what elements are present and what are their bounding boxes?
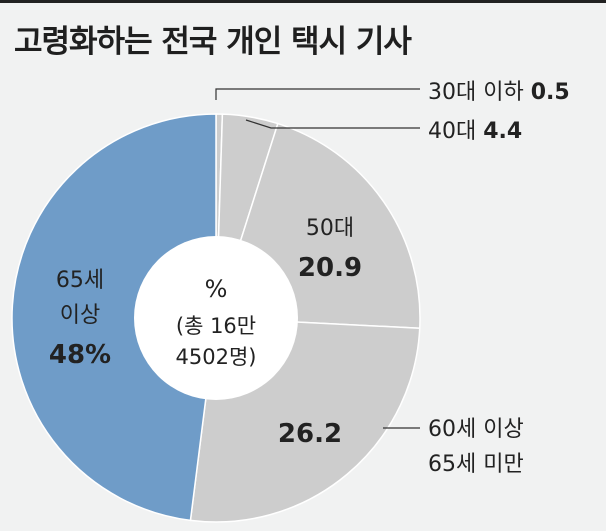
label-50s-value: 20.9 xyxy=(298,253,362,283)
label-60-64-line1: 60세 이상 xyxy=(428,417,524,442)
label-60-64-value: 26.2 xyxy=(278,419,342,449)
label-30s: 30대 이하 0.5 xyxy=(428,80,570,105)
label-40s: 40대 4.4 xyxy=(428,119,522,144)
label-60-64-line2: 65세 미만 xyxy=(428,452,524,477)
label-30s-value: 0.5 xyxy=(531,80,570,105)
label-65-plus-line2: 이상 xyxy=(60,303,100,328)
center-total-line2: 4502명) xyxy=(176,345,257,369)
donut-hole xyxy=(134,236,298,400)
chart-title: 고령화하는 전국 개인 택시 기사 xyxy=(14,24,412,60)
center-unit-label: % xyxy=(205,275,228,303)
label-65-plus-value: 48% xyxy=(49,340,111,370)
center-total-line1: (총 16만 xyxy=(176,314,256,338)
label-50s-name: 50대 xyxy=(306,216,354,241)
top-rule xyxy=(0,0,606,3)
label-30s-name: 30대 이하 xyxy=(428,80,531,105)
leader-line-30s xyxy=(215,88,420,100)
leader-line-40s xyxy=(245,119,420,129)
label-65-plus-line1: 65세 xyxy=(56,268,104,293)
label-40s-value: 4.4 xyxy=(483,119,522,144)
label-40s-name: 40대 xyxy=(428,119,483,144)
slice-65-and-over xyxy=(11,113,217,522)
